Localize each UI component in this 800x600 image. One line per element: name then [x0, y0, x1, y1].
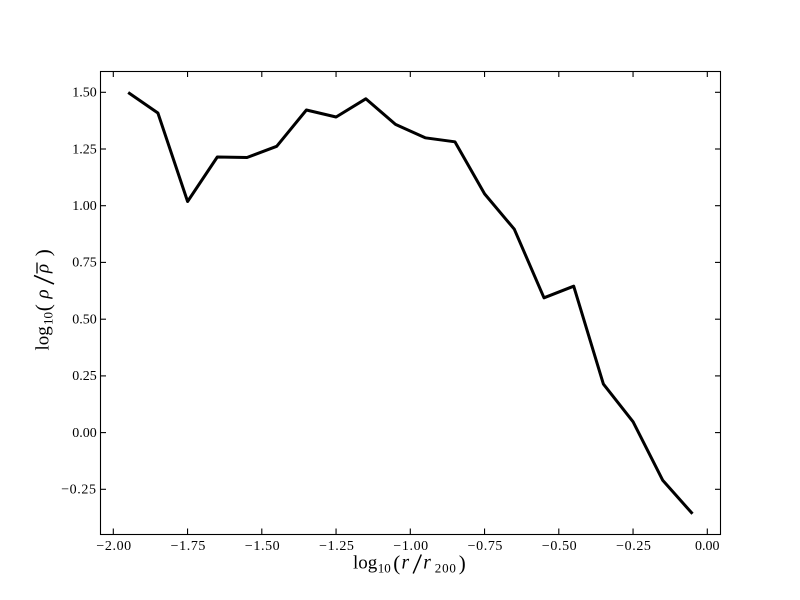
svg-text:log: log — [353, 553, 378, 574]
svg-text:1.25: 1.25 — [72, 142, 97, 157]
svg-text:−0.75: −0.75 — [468, 539, 503, 554]
svg-text:(: ( — [393, 551, 400, 575]
svg-text:): ) — [31, 249, 55, 256]
svg-text:log: log — [33, 326, 54, 351]
svg-text:1.50: 1.50 — [72, 86, 97, 101]
svg-text:0.25: 0.25 — [72, 369, 97, 384]
svg-text:−1.25: −1.25 — [319, 539, 354, 554]
svg-text:0.75: 0.75 — [72, 256, 97, 271]
svg-text:0.50: 0.50 — [72, 313, 97, 328]
svg-text:0.00: 0.00 — [72, 426, 97, 441]
svg-text:): ) — [459, 551, 466, 575]
svg-text:−1.50: −1.50 — [245, 539, 280, 554]
svg-text:−1.00: −1.00 — [393, 539, 428, 554]
svg-text:200: 200 — [435, 560, 457, 575]
svg-text:−2.00: −2.00 — [96, 539, 131, 554]
svg-text:1.00: 1.00 — [72, 199, 97, 214]
svg-text:ρ: ρ — [33, 289, 54, 299]
svg-text:ρ: ρ — [33, 264, 54, 274]
svg-text:0.00: 0.00 — [695, 539, 720, 554]
svg-text:(: ( — [31, 304, 55, 311]
svg-text:−0.25: −0.25 — [616, 539, 651, 554]
svg-text:−0.25: −0.25 — [61, 483, 96, 498]
svg-text:−0.50: −0.50 — [542, 539, 577, 554]
svg-text:r: r — [423, 553, 431, 574]
svg-text:−1.75: −1.75 — [171, 539, 206, 554]
svg-text:10: 10 — [378, 560, 391, 575]
svg-text:10: 10 — [40, 312, 55, 325]
svg-text:r: r — [402, 553, 410, 574]
